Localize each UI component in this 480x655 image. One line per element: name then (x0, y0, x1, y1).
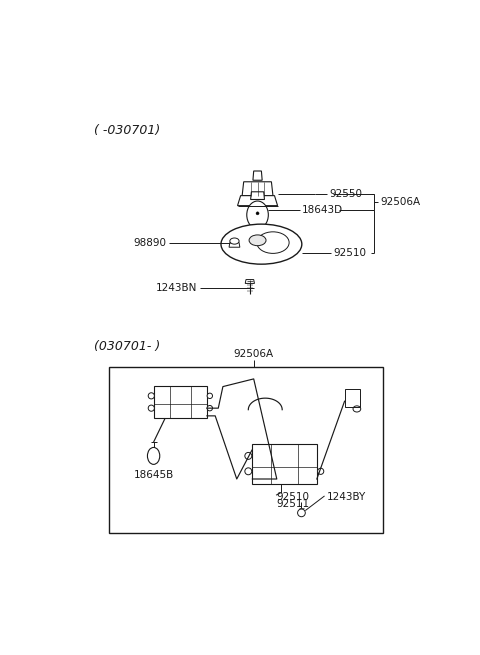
Text: 92511: 92511 (277, 499, 310, 510)
Ellipse shape (148, 393, 155, 399)
Ellipse shape (147, 447, 160, 464)
Polygon shape (345, 389, 360, 407)
Text: 18645B: 18645B (133, 470, 174, 480)
Ellipse shape (245, 468, 252, 475)
Ellipse shape (230, 238, 239, 244)
Text: 92506A: 92506A (234, 349, 274, 359)
Ellipse shape (247, 201, 268, 229)
Text: 1243BY: 1243BY (327, 492, 366, 502)
Ellipse shape (298, 509, 305, 517)
Text: 18643D: 18643D (302, 205, 343, 215)
Ellipse shape (256, 212, 259, 215)
Text: ( -030701): ( -030701) (94, 124, 160, 138)
Ellipse shape (148, 405, 155, 411)
Ellipse shape (318, 468, 324, 474)
Polygon shape (253, 171, 262, 180)
Ellipse shape (207, 393, 213, 398)
Text: 92506A: 92506A (381, 197, 421, 207)
Polygon shape (238, 196, 277, 206)
Text: 98890: 98890 (134, 238, 167, 248)
Text: 92510: 92510 (277, 492, 310, 502)
Text: (030701- ): (030701- ) (94, 340, 160, 353)
Polygon shape (252, 443, 317, 483)
Bar (109, 367, 383, 533)
Polygon shape (245, 280, 254, 284)
Polygon shape (155, 386, 207, 418)
Polygon shape (251, 192, 264, 200)
Ellipse shape (245, 453, 252, 459)
Text: 1243BN: 1243BN (156, 283, 197, 293)
Text: 92550: 92550 (329, 189, 362, 199)
Ellipse shape (207, 405, 213, 411)
Text: 92510: 92510 (333, 248, 366, 258)
Ellipse shape (249, 235, 266, 246)
Polygon shape (229, 242, 240, 247)
Ellipse shape (221, 224, 302, 264)
Polygon shape (242, 182, 273, 196)
